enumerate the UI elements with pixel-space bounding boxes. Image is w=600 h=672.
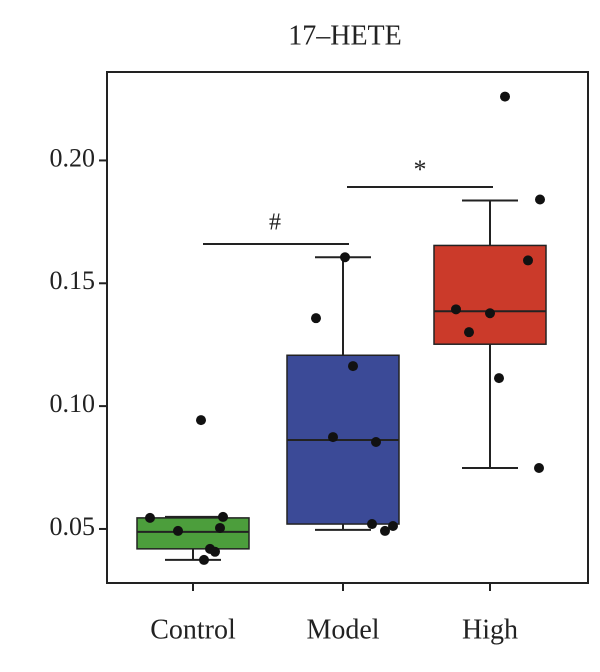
- annotation: *: [414, 155, 427, 184]
- box: [136, 517, 250, 550]
- data-point: [494, 373, 504, 384]
- data-point: [215, 522, 225, 533]
- x-tick-label: Model: [306, 614, 379, 645]
- data-point: [173, 525, 183, 536]
- data-point: [196, 415, 206, 426]
- y-tick-label: 0.10: [50, 389, 96, 418]
- data-point: [348, 361, 358, 372]
- data-point: [500, 91, 510, 102]
- data-point: [388, 521, 398, 532]
- data-point: [380, 525, 390, 536]
- data-point: [534, 463, 544, 474]
- y-tick-label: 0.20: [50, 143, 96, 172]
- data-point: [523, 255, 533, 266]
- data-point: [311, 313, 321, 324]
- data-point: [145, 512, 155, 523]
- plot-frame: [106, 71, 589, 584]
- data-point: [210, 546, 220, 557]
- data-point: [371, 436, 381, 447]
- annotation: #: [269, 210, 281, 236]
- data-point: [451, 304, 461, 315]
- data-point: [367, 519, 377, 530]
- data-point: [328, 432, 338, 443]
- data-point: [199, 554, 209, 565]
- chart-title: 17–HETE: [288, 20, 402, 51]
- y-tick-label: 0.05: [50, 512, 96, 541]
- x-tick-label: Control: [150, 614, 236, 645]
- data-point: [485, 308, 495, 319]
- data-point: [218, 511, 228, 522]
- data-point: [464, 327, 474, 338]
- y-tick-label: 0.15: [50, 266, 96, 295]
- x-tick-label: High: [462, 614, 518, 645]
- data-point: [535, 194, 545, 205]
- data-point: [340, 252, 350, 263]
